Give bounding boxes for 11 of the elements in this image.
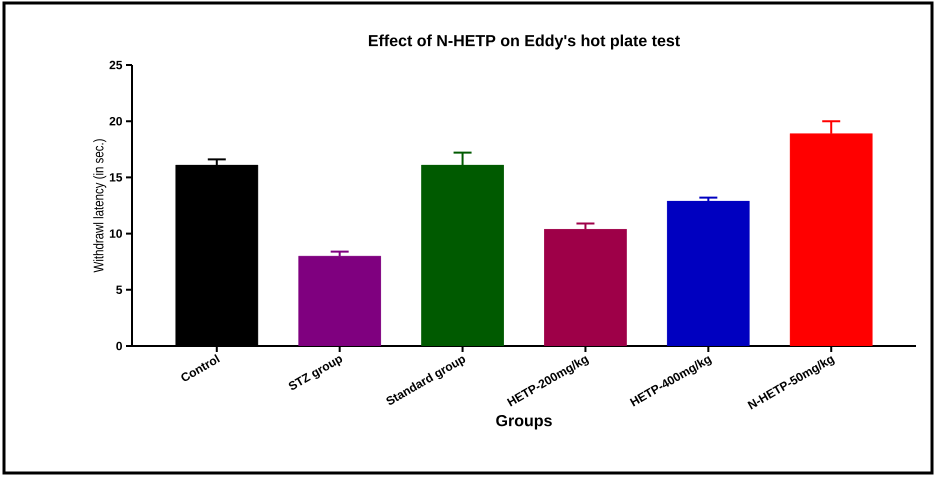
x-axis-title: Groups xyxy=(496,414,552,430)
y-axis-title: Withdrawl latency (in sec.) xyxy=(93,139,106,272)
chart-title: Effect of N-HETP on Eddy's hot plate test xyxy=(368,34,680,50)
bar xyxy=(544,228,627,346)
y-tick-label: 0 xyxy=(116,342,122,350)
y-tick-label: 5 xyxy=(116,286,122,294)
y-tick-label: 20 xyxy=(110,116,122,126)
y-tick-label: 25 xyxy=(110,60,122,70)
y-tick-label: 10 xyxy=(110,229,122,238)
bar xyxy=(666,200,750,346)
y-tick-label: 15 xyxy=(110,173,122,182)
